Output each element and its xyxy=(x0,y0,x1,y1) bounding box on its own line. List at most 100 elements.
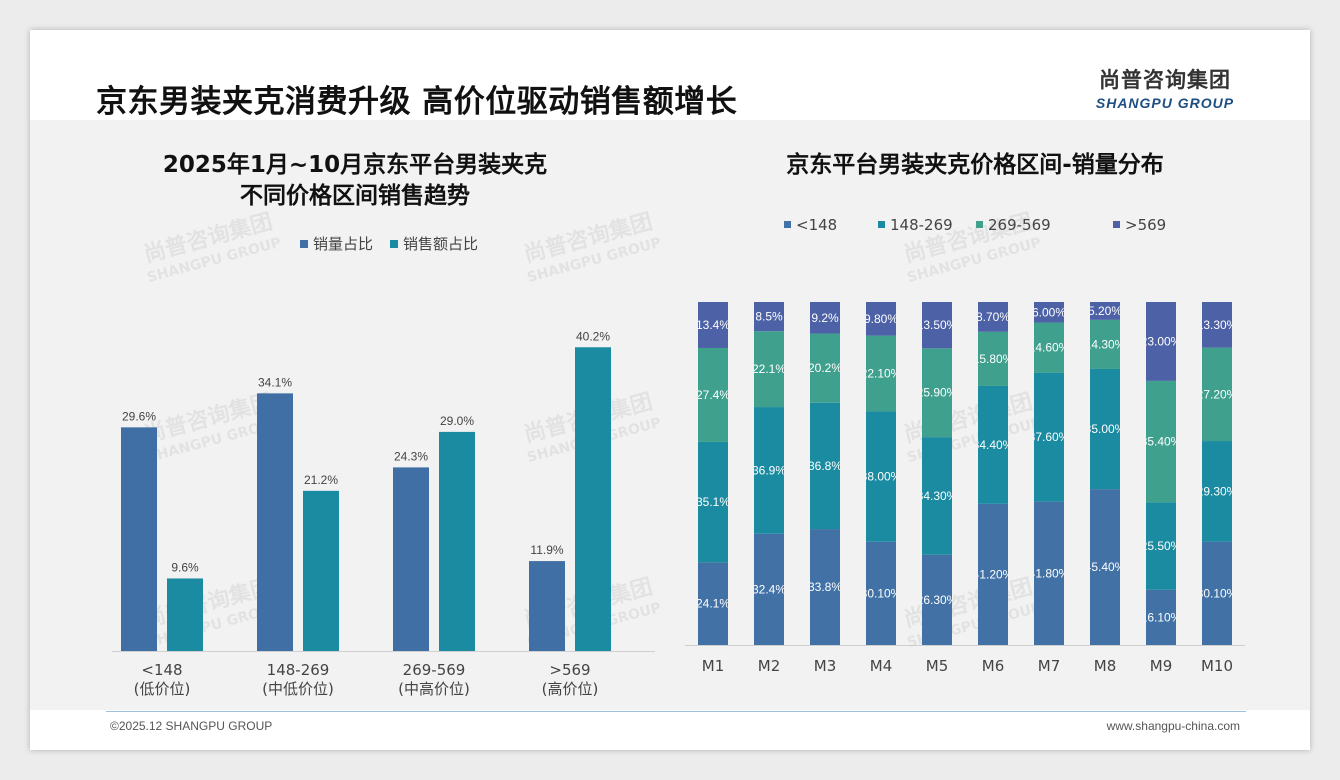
bar-segment xyxy=(1146,380,1176,503)
bar-segment xyxy=(978,302,1008,332)
segment-label: 6.00% xyxy=(1032,305,1066,319)
segment-label: 34.30% xyxy=(917,489,958,503)
category-label: M10 xyxy=(1201,657,1233,675)
bar-segment xyxy=(1090,489,1120,645)
bar-segment xyxy=(1146,589,1176,645)
segment-label: 22.10% xyxy=(861,367,902,381)
bar xyxy=(121,427,157,651)
segment-label: 14.60% xyxy=(1029,341,1070,355)
category-label: 148-269 xyxy=(267,661,330,679)
segment-label: 5.20% xyxy=(1088,304,1122,318)
bar-segment xyxy=(1146,502,1176,590)
category-label: 269-569 xyxy=(403,661,466,679)
category-label: M8 xyxy=(1094,657,1117,675)
bar-segment xyxy=(698,347,728,442)
segment-label: 13.50% xyxy=(917,318,958,332)
bar-segment xyxy=(1202,441,1232,542)
bar-segment xyxy=(1034,302,1064,323)
bar-segment xyxy=(754,533,784,645)
category-label: <148 xyxy=(141,661,182,679)
bar-segment xyxy=(1090,319,1120,369)
segment-label: 35.40% xyxy=(1141,435,1182,449)
bar-segment xyxy=(866,411,896,542)
data-label: 29.6% xyxy=(122,409,156,423)
segment-label: 33.8% xyxy=(808,580,842,594)
segment-label: 27.4% xyxy=(696,388,730,402)
segment-label: 26.30% xyxy=(917,593,958,607)
bar-segment xyxy=(922,302,952,349)
bar-segment xyxy=(866,335,896,412)
bar-segment xyxy=(978,331,1008,386)
chart-title: 京东平台男装夹克价格区间-销量分布 xyxy=(786,151,1164,178)
segment-label: 8.5% xyxy=(755,310,783,324)
legend-swatch xyxy=(300,240,308,248)
bar-segment xyxy=(1090,368,1120,490)
bar xyxy=(529,561,565,651)
page-title: 京东男装夹克消费升级 高价位驱动销售额增长 xyxy=(96,84,738,120)
category-label: >569 xyxy=(549,661,590,679)
category-label: M7 xyxy=(1038,657,1061,675)
bar-segment xyxy=(810,333,840,403)
category-label: M6 xyxy=(982,657,1005,675)
segment-label: 14.30% xyxy=(1085,337,1126,351)
category-note: (高价位) xyxy=(542,680,599,698)
category-label: M3 xyxy=(814,657,837,675)
monthly-volume-distribution-chart: 京东平台男装夹克价格区间-销量分布 <148 148-269 269-569 >569 2… xyxy=(685,151,1245,675)
segment-label: 16.10% xyxy=(1141,610,1182,624)
bar-segment xyxy=(1090,302,1120,320)
data-label: 40.2% xyxy=(576,329,610,343)
chart-subtitle: 不同价格区间销售趋势 xyxy=(240,182,470,209)
data-label: 34.1% xyxy=(258,375,292,389)
legend-label: <148 xyxy=(796,216,837,234)
category-note: (中高价位) xyxy=(398,680,470,698)
segment-label: 25.50% xyxy=(1141,539,1182,553)
bar-segment xyxy=(1146,302,1176,381)
stacked-bar: 30.10% 29.30% 27.20% 13.30% xyxy=(1197,302,1238,645)
data-label: 24.3% xyxy=(394,449,428,463)
segment-label: 36.9% xyxy=(752,463,786,477)
segment-label: 29.30% xyxy=(1197,484,1238,498)
bar-segment xyxy=(978,503,1008,645)
legend-label: 148-269 xyxy=(890,216,953,234)
bar-segment xyxy=(1034,322,1064,373)
bar-segment xyxy=(810,529,840,645)
segment-label: 35.00% xyxy=(1085,422,1126,436)
footer xyxy=(30,710,1310,750)
bar xyxy=(303,490,339,651)
segment-label: 34.40% xyxy=(973,438,1014,452)
logo-en: SHANGPU GROUP xyxy=(1095,95,1235,111)
bar-segment xyxy=(810,402,840,530)
bar-segment xyxy=(754,331,784,408)
segment-label: 45.40% xyxy=(1085,560,1126,574)
legend-label: 269-569 xyxy=(988,216,1051,234)
category-label: M5 xyxy=(926,657,949,675)
segment-label: 38.00% xyxy=(861,470,902,484)
slide: 京东男装夹克消费升级 高价位驱动销售额增长 尚普咨询集团 SHANGPU GRO… xyxy=(30,30,1310,750)
segment-label: 41.20% xyxy=(973,567,1014,581)
data-label: 9.6% xyxy=(171,560,199,574)
stacked-bar: 30.10% 38.00% 22.10% 9.80% xyxy=(861,302,902,645)
header xyxy=(30,30,1310,120)
category-label: M1 xyxy=(702,657,725,675)
segment-label: 9.80% xyxy=(864,312,898,326)
segment-label: 35.1% xyxy=(696,495,730,509)
segment-label: 41.80% xyxy=(1029,566,1070,580)
copyright: ©2025.12 SHANGPU GROUP xyxy=(110,719,273,733)
bar xyxy=(167,578,203,651)
legend-label: 销售额占比 xyxy=(403,235,478,253)
bar xyxy=(439,431,475,651)
bar-segment xyxy=(1034,372,1064,502)
stacked-bar: 45.40% 35.00% 14.30% 5.20% xyxy=(1085,302,1126,645)
stacked-bar: 41.80% 37.60% 14.60% 6.00% xyxy=(1029,302,1070,645)
stacked-bar: 41.20% 34.40% 15.80% 8.70% xyxy=(973,302,1014,645)
category-label: M2 xyxy=(758,657,781,675)
segment-label: 15.80% xyxy=(973,352,1014,366)
chart-title: 2025年1月~10月京东平台男装夹克 xyxy=(163,151,547,178)
bar-segment xyxy=(1202,302,1232,348)
bar-segment xyxy=(866,302,896,336)
category-label: M9 xyxy=(1150,657,1173,675)
bar xyxy=(257,393,293,651)
